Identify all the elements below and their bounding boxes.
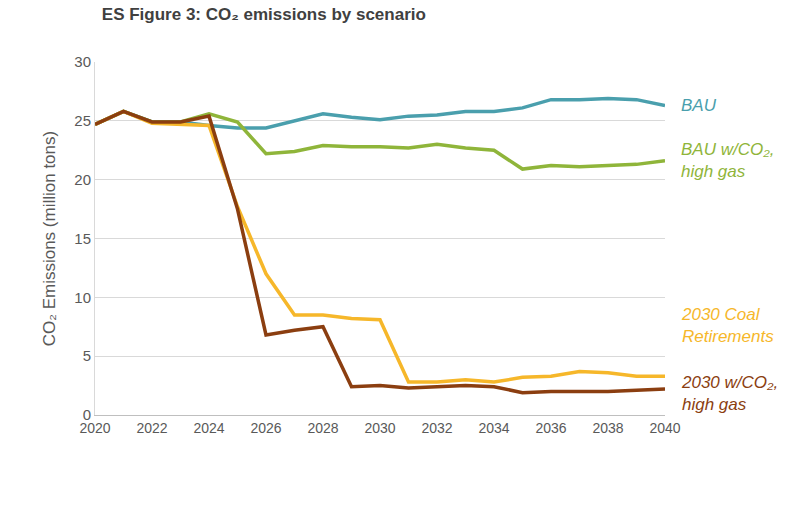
svg-text:2030: 2030 [364,420,395,436]
svg-text:2038: 2038 [592,420,623,436]
svg-text:10: 10 [74,289,91,306]
svg-text:2032: 2032 [421,420,452,436]
svg-text:2028: 2028 [307,420,338,436]
svg-text:2030 CoalRetirements: 2030 CoalRetirements [681,305,774,346]
svg-text:2026: 2026 [250,420,281,436]
svg-text:2022: 2022 [136,420,167,436]
svg-text:0: 0 [83,406,91,423]
svg-text:BAU w/CO₂,high gas: BAU w/CO₂,high gas [681,140,774,181]
svg-text:2020: 2020 [79,420,110,436]
svg-text:25: 25 [74,112,91,129]
svg-text:20: 20 [74,171,91,188]
svg-text:ES Figure 3: CO₂ emissions by: ES Figure 3: CO₂ emissions by scenario [102,5,426,24]
svg-text:30: 30 [74,53,91,70]
svg-text:2030 w/CO₂,high gas: 2030 w/CO₂,high gas [681,373,778,414]
svg-text:5: 5 [83,347,91,364]
svg-text:CO₂ Emissions (million tons): CO₂ Emissions (million tons) [40,131,59,346]
svg-text:2036: 2036 [535,420,566,436]
svg-text:BAU: BAU [681,96,717,115]
svg-text:15: 15 [74,230,91,247]
svg-text:2024: 2024 [193,420,224,436]
svg-text:2034: 2034 [478,420,509,436]
svg-text:2040: 2040 [649,420,680,436]
